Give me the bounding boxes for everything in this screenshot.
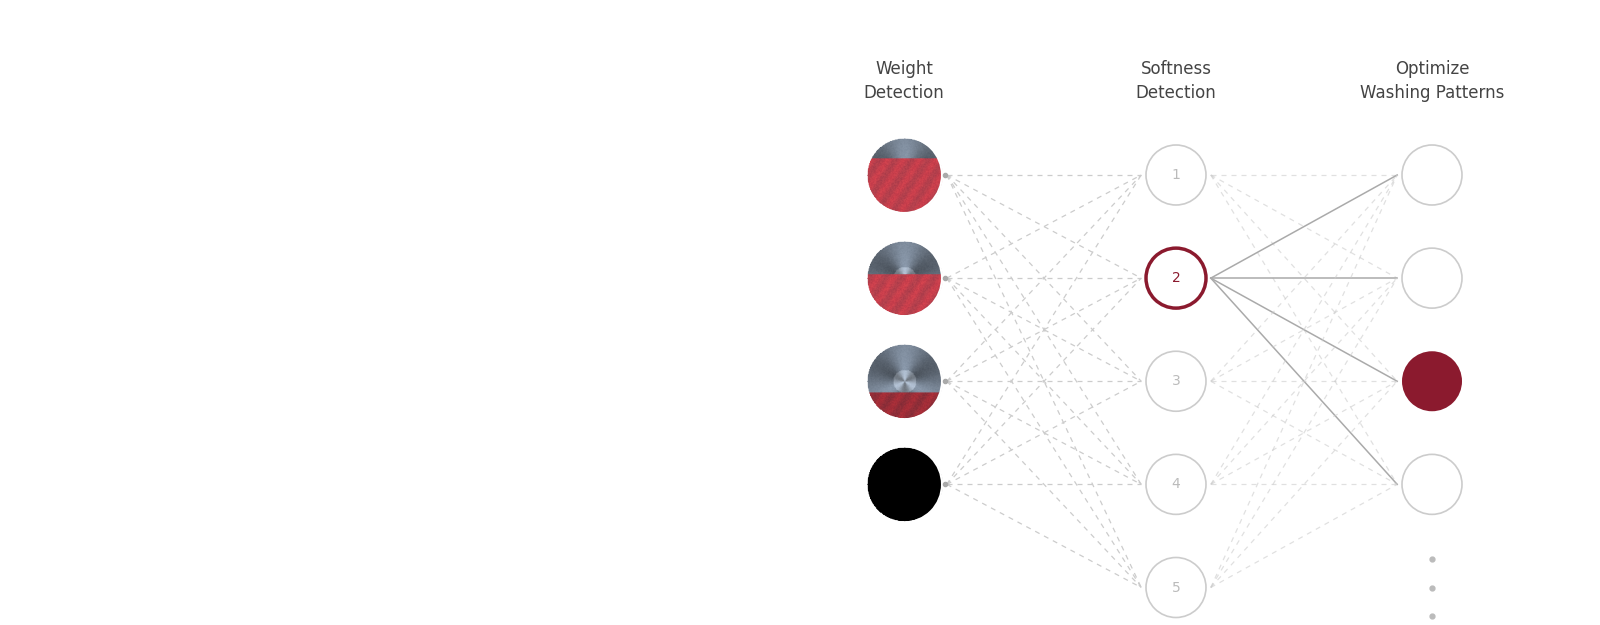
Ellipse shape — [1146, 454, 1206, 514]
Text: 3: 3 — [1171, 374, 1181, 388]
Text: 5: 5 — [1171, 581, 1181, 594]
Text: Optimize
Washing Patterns: Optimize Washing Patterns — [1360, 61, 1504, 102]
Ellipse shape — [1402, 351, 1462, 411]
Text: 4: 4 — [1171, 478, 1181, 491]
Ellipse shape — [1146, 351, 1206, 411]
Ellipse shape — [1146, 145, 1206, 205]
Ellipse shape — [1146, 248, 1206, 308]
Ellipse shape — [1402, 248, 1462, 308]
Text: 2: 2 — [1171, 271, 1181, 285]
Text: Softness
Detection: Softness Detection — [1136, 61, 1216, 102]
Ellipse shape — [1402, 145, 1462, 205]
Ellipse shape — [1146, 558, 1206, 618]
Text: Weight
Detection: Weight Detection — [864, 61, 944, 102]
Text: 1: 1 — [1171, 168, 1181, 182]
Ellipse shape — [1402, 454, 1462, 514]
